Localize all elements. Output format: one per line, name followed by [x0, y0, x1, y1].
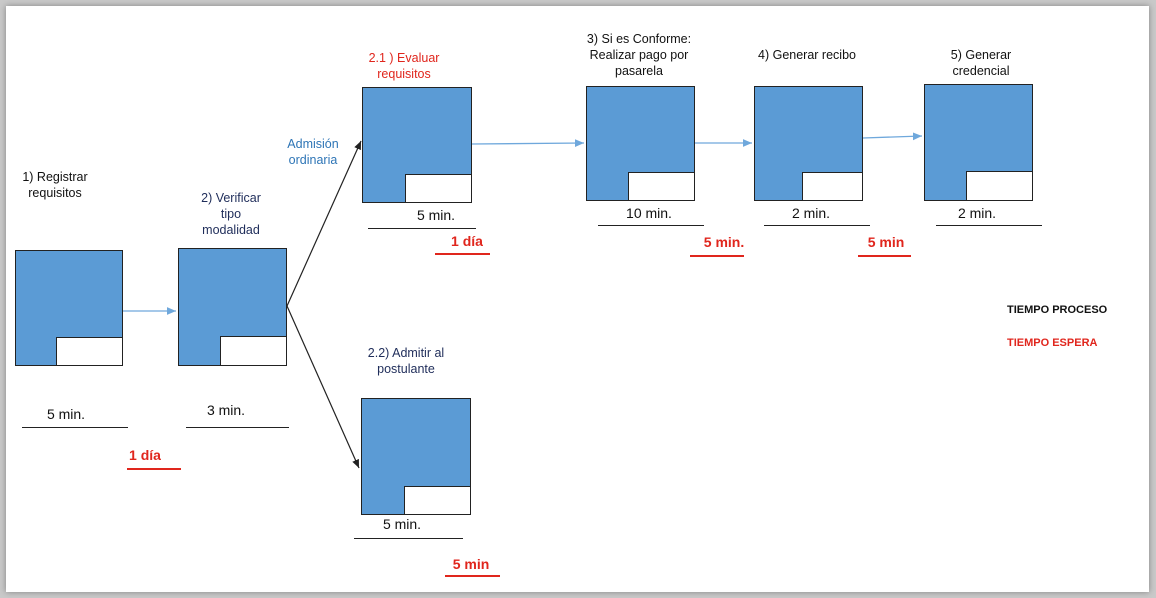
step-21-time: 5 min.: [416, 207, 456, 223]
step-22-label: 2.2) Admitir al postulante: [367, 346, 445, 376]
step-5-time-cell: [966, 171, 1032, 200]
step-4-time-cell: [802, 172, 862, 200]
step-21-label: 2.1 ) Evaluar requisitos: [368, 51, 440, 81]
step-5-box: [924, 84, 1033, 201]
step-3-time-line: [598, 225, 704, 226]
step-3-box: [586, 86, 695, 201]
step-4-time-line: [764, 225, 870, 226]
step-5-time-line: [936, 225, 1042, 226]
step-21-time-cell: [405, 174, 471, 202]
step-3-label: 3) Si es Conforme: Realizar pago por pasar…: [586, 32, 692, 78]
wait-3: 5 min.: [703, 234, 745, 250]
wait-4-line: [858, 255, 911, 257]
step-1-time-line: [22, 427, 128, 428]
wait-2: 1 día: [451, 233, 483, 249]
wait-3-line: [690, 255, 744, 257]
step-5-time: 2 min.: [957, 205, 997, 221]
step-4-box: [754, 86, 863, 201]
legend-process: TIEMPO PROCESO: [1007, 304, 1108, 316]
wait-1: 1 día: [129, 447, 161, 463]
step-4-label: 4) Generar recibo: [758, 48, 856, 62]
wait-5: 5 min: [452, 556, 490, 572]
step-22-box: [361, 398, 471, 515]
edge-label-admision-ordinaria: Admisión ordinaria: [287, 137, 339, 167]
step-1-box: [15, 250, 123, 366]
step-22-time-line: [354, 538, 463, 539]
arrow-21-to-3: [471, 139, 585, 147]
wait-1-line: [127, 468, 181, 470]
step-1-label: 1) Registrar requisitos: [22, 170, 88, 200]
step-1-time: 5 min.: [46, 406, 86, 422]
step-1-time-cell: [56, 337, 122, 365]
arrow-4-to-5: [862, 132, 923, 141]
arrow-2-to-21: [286, 140, 362, 307]
step-2-time-cell: [220, 336, 286, 365]
step-2-time: 3 min.: [206, 402, 246, 418]
step-22-time: 5 min.: [382, 516, 422, 532]
step-21-time-line: [368, 228, 476, 229]
diagram-canvas: 1) Registrar requisitos 5 min. 1 día 2) V…: [6, 6, 1149, 592]
step-2-time-line: [186, 427, 289, 428]
wait-4: 5 min: [867, 234, 905, 250]
step-21-box: [362, 87, 472, 203]
step-2-label: 2) Verificar tipo modalidad: [201, 191, 261, 237]
legend-wait: TIEMPO ESPERA: [1007, 337, 1098, 349]
step-22-time-cell: [404, 486, 470, 514]
wait-5-line: [445, 575, 500, 577]
arrows-layer: [123, 132, 923, 469]
step-3-time-cell: [628, 172, 694, 200]
step-4-time: 2 min.: [791, 205, 831, 221]
step-2-box: [178, 248, 287, 366]
step-5-label: 5) Generar credencial: [950, 48, 1012, 78]
arrow-2-to-22: [286, 305, 360, 469]
wait-2-line: [435, 253, 490, 255]
step-3-time: 10 min.: [626, 205, 672, 221]
